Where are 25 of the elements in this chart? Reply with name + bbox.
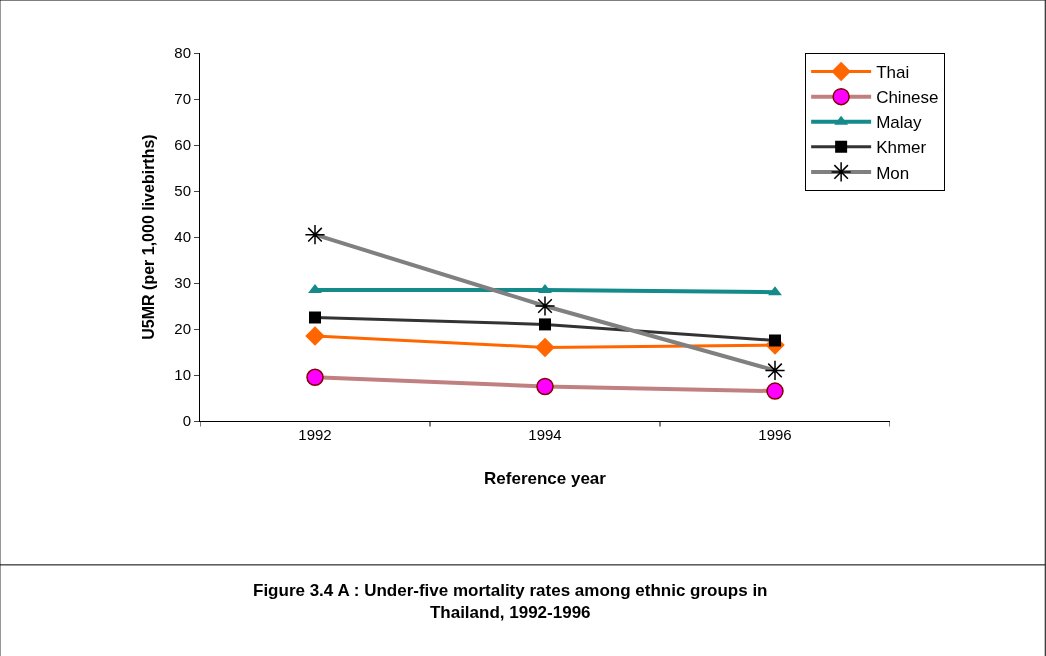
point: [308, 283, 322, 293]
y-tick-label: 40: [174, 228, 191, 246]
point: [305, 326, 325, 346]
y-tick-label: 20: [174, 320, 191, 338]
y-tick-label: 30: [174, 274, 191, 292]
legend-label: Khmer: [876, 138, 927, 158]
legend-label: Malay: [876, 113, 922, 133]
x-tick-label: 1996: [758, 426, 792, 443]
legend-label: Mon: [876, 163, 910, 183]
y-tick-label: 60: [174, 136, 191, 154]
y-tick-label: 10: [174, 366, 191, 384]
point: [538, 283, 552, 293]
legend-label: Thai: [876, 63, 910, 83]
legend-label: Chinese: [876, 88, 939, 108]
x-tick-label: 1992: [298, 426, 332, 443]
x-tick-label: 1994: [528, 426, 562, 443]
x-axis-title: Reference year: [484, 469, 607, 489]
y-tick-label: 0: [182, 412, 191, 430]
y-tick-label: 70: [174, 90, 191, 108]
text: Figure 3.4 A : Under-five mortality rates among ethnic groups in Thailand, 1992-1996: [253, 581, 768, 623]
y-axis-title: U5MR (per 1,000 livebirths): [140, 134, 158, 340]
y-tick-label: 80: [174, 44, 191, 62]
point: [535, 337, 555, 358]
point: [768, 286, 782, 296]
y-tick-label: 50: [174, 182, 191, 200]
